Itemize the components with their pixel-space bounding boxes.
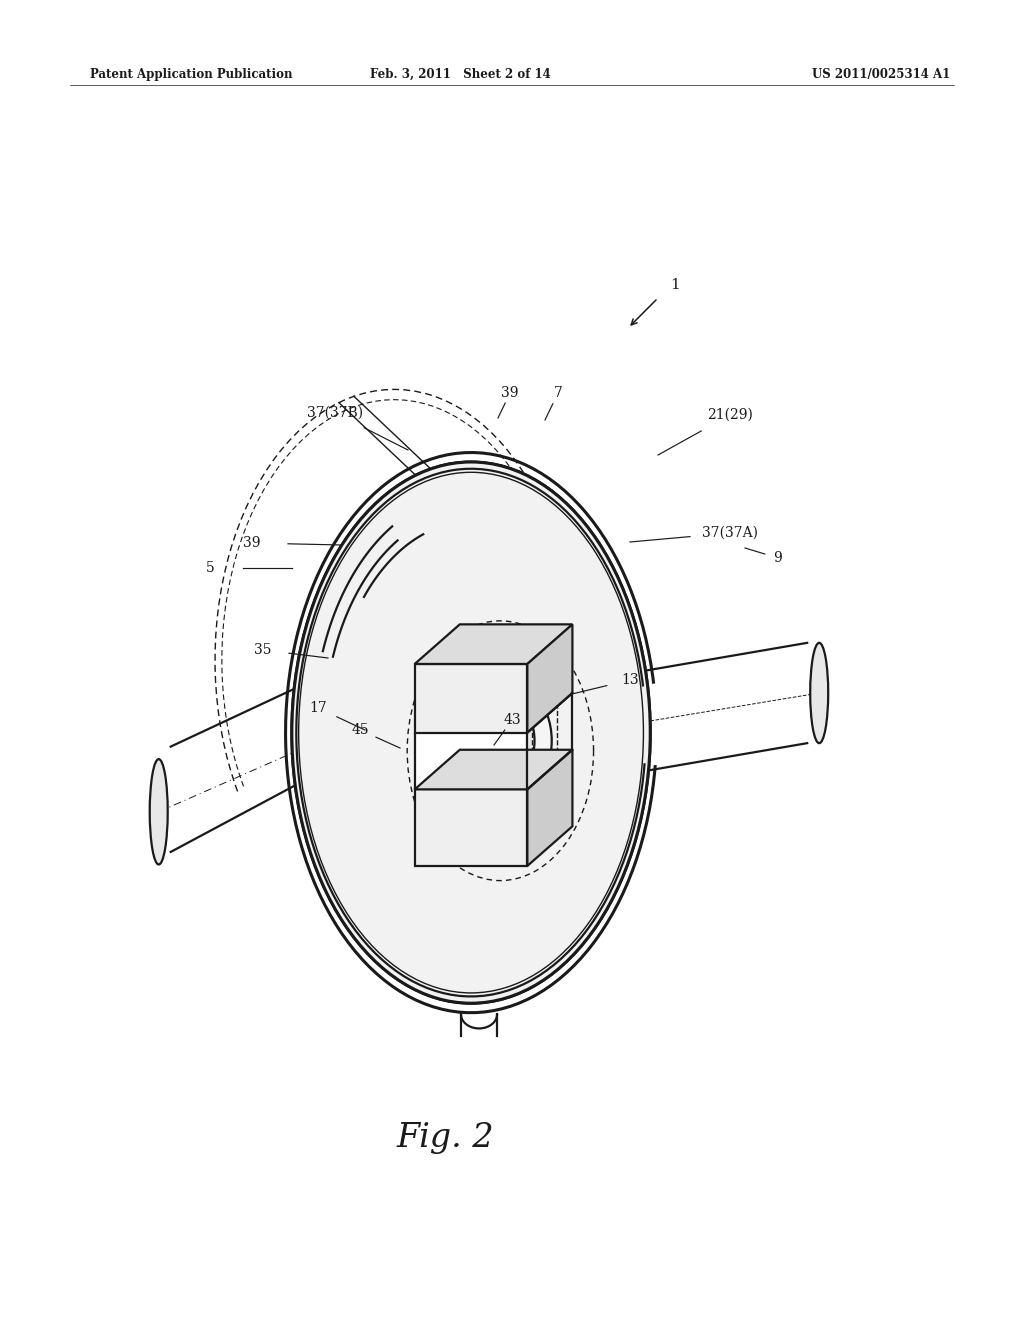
Text: 39: 39: [502, 385, 519, 400]
Ellipse shape: [436, 685, 535, 796]
Polygon shape: [415, 789, 527, 866]
Text: 17: 17: [309, 701, 327, 715]
Ellipse shape: [292, 462, 650, 1003]
Polygon shape: [415, 750, 572, 789]
Text: 39: 39: [244, 536, 261, 550]
Text: US 2011/0025314 A1: US 2011/0025314 A1: [812, 69, 950, 81]
Text: 43: 43: [503, 713, 521, 727]
Ellipse shape: [150, 759, 168, 865]
Polygon shape: [527, 750, 572, 866]
Text: 7: 7: [554, 385, 562, 400]
Text: Patent Application Publication: Patent Application Publication: [90, 69, 293, 81]
Text: 9: 9: [773, 550, 782, 565]
Text: Feb. 3, 2011   Sheet 2 of 14: Feb. 3, 2011 Sheet 2 of 14: [370, 69, 550, 81]
Text: 5: 5: [206, 561, 214, 576]
Text: 37(37A): 37(37A): [702, 525, 758, 540]
Text: Fig. 2: Fig. 2: [396, 1122, 495, 1154]
Text: 13: 13: [622, 673, 639, 686]
Text: 35: 35: [254, 643, 271, 657]
Text: 37(37B): 37(37B): [307, 407, 364, 420]
Polygon shape: [527, 624, 572, 733]
Text: 21(29): 21(29): [707, 408, 753, 422]
Polygon shape: [415, 624, 572, 664]
Text: 45: 45: [351, 723, 369, 737]
Ellipse shape: [810, 643, 828, 743]
Polygon shape: [415, 733, 527, 789]
Ellipse shape: [292, 462, 650, 1003]
Text: 1: 1: [670, 279, 680, 292]
Polygon shape: [415, 664, 527, 733]
Ellipse shape: [419, 669, 552, 813]
